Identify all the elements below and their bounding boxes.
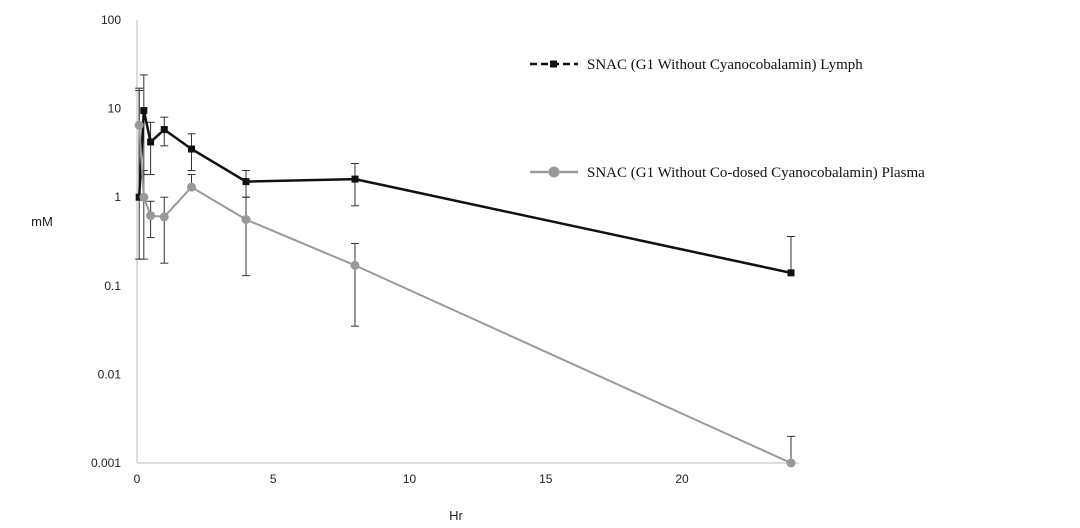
y-tick-label: 0.001 — [91, 456, 121, 470]
legend-marker-lymph — [550, 60, 557, 68]
data-point-lymph — [351, 175, 359, 183]
legend-marker-plasma — [548, 166, 560, 178]
x-tick-label: 15 — [539, 472, 553, 486]
y-tick-label: 0.01 — [98, 367, 122, 381]
data-point-lymph — [160, 126, 168, 134]
data-point-plasma — [187, 182, 196, 192]
data-point-lymph — [147, 138, 155, 146]
x-tick-label: 5 — [270, 472, 277, 486]
data-point-plasma — [146, 211, 156, 221]
data-point-lymph — [135, 193, 143, 201]
y-tick-label: 10 — [108, 102, 122, 116]
y-tick-label: 1 — [114, 190, 121, 204]
data-point-lymph — [140, 107, 148, 115]
series-line-lymph — [137, 110, 792, 275]
chart-axes — [136, 20, 799, 464]
data-point-lymph — [787, 269, 795, 277]
chart-legend: SNAC (G1 Without Cyanocobalamin) Lymph S… — [530, 57, 925, 181]
data-markers — [134, 107, 796, 468]
axis-ticks: 100 10 1 0.1 0.01 0.001 0 5 10 15 20 — [91, 13, 689, 486]
x-tick-label: 20 — [675, 472, 689, 486]
data-point-plasma — [241, 215, 251, 225]
x-tick-label: 0 — [134, 472, 141, 486]
legend-label-lymph: SNAC (G1 Without Cyanocobalamin) Lymph — [587, 57, 863, 73]
data-point-lymph — [242, 178, 250, 186]
data-point-plasma — [350, 260, 360, 270]
data-point-plasma — [159, 212, 169, 222]
y-tick-label: 100 — [101, 13, 121, 27]
y-tick-label: 0.1 — [104, 279, 121, 293]
x-axis-title: Hr — [449, 508, 463, 523]
x-tick-label: 10 — [403, 472, 417, 486]
series-lines — [137, 110, 792, 464]
data-point-lymph — [188, 145, 195, 153]
data-point-plasma — [134, 120, 144, 130]
data-point-plasma — [139, 192, 149, 202]
legend-label-plasma: SNAC (G1 Without Co-dosed Cyanocobalamin… — [587, 165, 925, 181]
data-point-plasma — [786, 458, 796, 468]
error-bars — [135, 74, 795, 463]
y-axis-title: mM — [31, 214, 53, 229]
